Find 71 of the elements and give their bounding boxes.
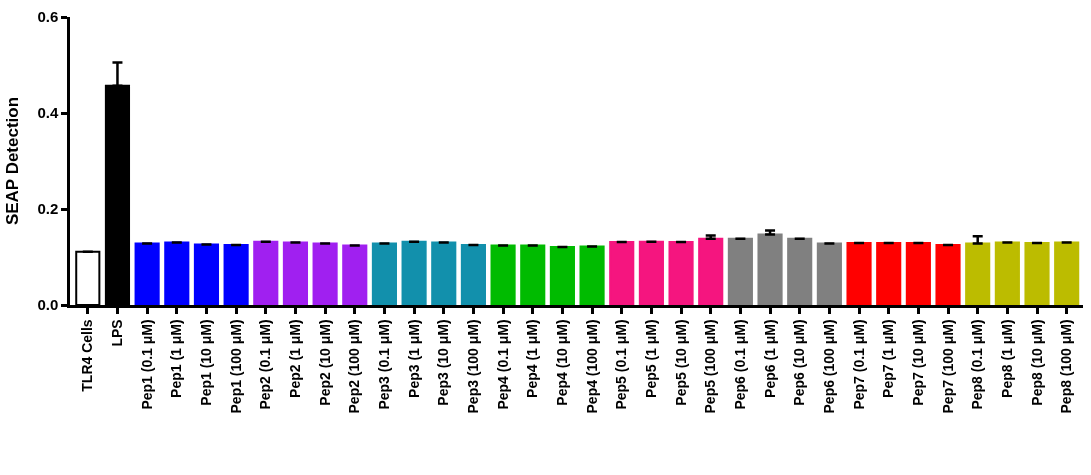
bar (431, 241, 457, 305)
bar (371, 242, 397, 305)
x-tick-label: Pep7 (10 μM) (909, 319, 926, 406)
y-axis-title: SEAP Detection (2, 96, 22, 226)
bar (490, 244, 516, 305)
bar (312, 242, 338, 305)
bar (757, 233, 783, 305)
x-tick-label: Pep6 (100 μM) (820, 319, 837, 414)
x-tick-label: Pep4 (10 μM) (553, 319, 570, 406)
bar (193, 243, 220, 305)
bar (816, 242, 842, 305)
y-tick-label: 0.4 (37, 104, 59, 122)
x-tick-label: Pep1 (10 μM) (198, 319, 214, 406)
x-tick-label: Pep8 (0.1 μM) (969, 319, 986, 410)
x-tick-label: Pep2 (0.1 μM) (257, 319, 274, 410)
bar (164, 241, 190, 305)
x-tick-label: Pep8 (100 μM) (1058, 319, 1075, 414)
x-tick-label: Pep1 (0.1 μM) (138, 319, 155, 410)
x-tick-label: Pep3 (1 μM) (405, 319, 422, 398)
x-tick-label: Pep4 (1 μM) (524, 319, 541, 398)
bar (846, 242, 872, 305)
bar (994, 241, 1020, 305)
x-tick-label: Pep4 (0.1 μM) (494, 319, 511, 410)
bar (638, 240, 664, 305)
bar (727, 237, 753, 305)
bar (1024, 242, 1050, 305)
x-tick-label: Pep8 (10 μM) (1028, 319, 1045, 406)
x-tick-label: Pep3 (100 μM) (464, 319, 481, 414)
x-tick-label: Pep6 (0.1 μM) (731, 319, 748, 410)
x-tick-label: Pep2 (100 μM) (346, 319, 363, 414)
bar (668, 241, 694, 305)
x-tick-label: TLR4 Cells (79, 319, 96, 392)
bar (905, 242, 931, 305)
x-tick-label: Pep5 (0.1 μM) (613, 319, 630, 410)
bar (787, 237, 813, 305)
x-tick-label: Pep6 (1 μM) (761, 319, 778, 398)
bar (935, 244, 961, 305)
x-tick-label: Pep5 (100 μM) (702, 319, 719, 414)
x-tick-label: Pep1 (100 μM) (227, 319, 244, 414)
x-tick-label: Pep7 (100 μM) (939, 319, 956, 414)
x-tick-label: Pep3 (10 μM) (435, 319, 452, 406)
bar (460, 244, 486, 305)
bar (401, 240, 427, 305)
x-tick-label: Pep7 (0.1 μM) (850, 319, 867, 410)
bar (549, 245, 575, 305)
bar (282, 241, 309, 305)
x-tick-label: Pep7 (1 μM) (880, 319, 897, 398)
x-tick-label: Pep3 (0.1 μM) (375, 319, 392, 410)
bar (876, 242, 902, 305)
x-tick-label: Pep8 (1 μM) (998, 319, 1015, 398)
x-tick-label: Pep5 (1 μM) (642, 319, 659, 398)
y-tick-label: 0.2 (37, 200, 59, 218)
x-tick-label: Pep2 (10 μM) (316, 319, 333, 406)
y-tick-label: 0.0 (37, 296, 59, 314)
bar (342, 244, 368, 305)
x-tick-label: Pep5 (10 μM) (672, 319, 689, 406)
bar (253, 240, 279, 305)
bar (1054, 241, 1080, 305)
bar (223, 244, 249, 305)
bar (965, 242, 991, 305)
bar (609, 241, 635, 305)
x-tick-label: Pep6 (10 μM) (791, 319, 808, 406)
bar (134, 242, 160, 305)
bar (579, 245, 605, 305)
x-tick-label: Pep2 (1 μM) (286, 319, 303, 398)
x-tick-label: Pep4 (100 μM) (583, 319, 600, 414)
bar (698, 237, 724, 305)
bar (520, 244, 546, 305)
x-tick-label: Pep1 (1 μM) (168, 319, 185, 398)
y-tick-label: 0.6 (37, 8, 59, 26)
x-tick-label: LPS (109, 319, 126, 347)
